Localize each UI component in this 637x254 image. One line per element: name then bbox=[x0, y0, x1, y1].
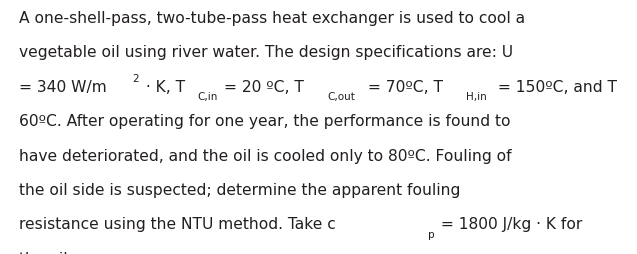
Text: the oil side is suspected; determine the apparent fouling: the oil side is suspected; determine the… bbox=[19, 182, 461, 197]
Text: = 1800 J/kg · K for: = 1800 J/kg · K for bbox=[436, 217, 583, 232]
Text: 60ºC. After operating for one year, the performance is found to: 60ºC. After operating for one year, the … bbox=[19, 114, 511, 129]
Text: = 20 ºC, T: = 20 ºC, T bbox=[224, 80, 304, 94]
Text: the oil.: the oil. bbox=[19, 251, 73, 254]
Text: · K, T: · K, T bbox=[141, 80, 185, 94]
Text: C,in: C,in bbox=[198, 92, 218, 102]
Text: = 70ºC, T: = 70ºC, T bbox=[363, 80, 443, 94]
Text: = 340 W/m: = 340 W/m bbox=[19, 80, 107, 94]
Text: vegetable oil using river water. The design specifications are: U: vegetable oil using river water. The des… bbox=[19, 45, 513, 60]
Text: p: p bbox=[428, 229, 434, 239]
Text: 2: 2 bbox=[132, 74, 139, 84]
Text: H,in: H,in bbox=[466, 92, 487, 102]
Text: have deteriorated, and the oil is cooled only to 80ºC. Fouling of: have deteriorated, and the oil is cooled… bbox=[19, 148, 512, 163]
Text: resistance using the NTU method. Take c: resistance using the NTU method. Take c bbox=[19, 217, 336, 232]
Text: A one-shell-pass, two-tube-pass heat exchanger is used to cool a: A one-shell-pass, two-tube-pass heat exc… bbox=[19, 11, 526, 26]
Text: = 150ºC, and T: = 150ºC, and T bbox=[493, 80, 617, 94]
Text: C,out: C,out bbox=[327, 92, 355, 102]
